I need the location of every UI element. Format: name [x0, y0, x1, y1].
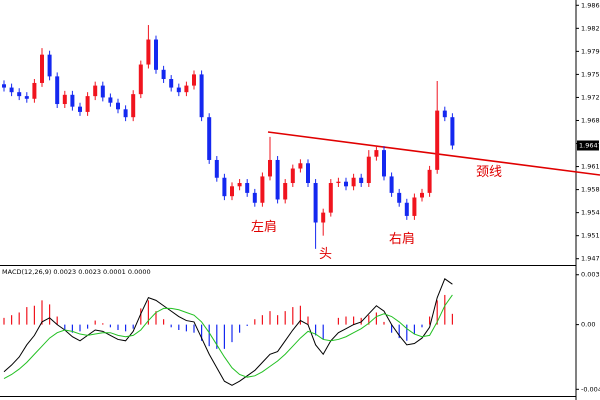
candle-body	[40, 54, 44, 83]
candle-body	[252, 192, 257, 203]
y-tick-label: 1.9685	[581, 116, 600, 124]
candle-body	[404, 202, 409, 216]
candle-body	[93, 85, 98, 97]
y-tick-label: 1.9790	[581, 47, 600, 55]
signal-line	[3, 294, 453, 379]
candle-body	[268, 159, 272, 177]
macd-line	[3, 278, 453, 386]
candle-body	[176, 87, 181, 93]
candle-body	[9, 87, 14, 93]
candle-body	[321, 212, 326, 223]
candle-body	[70, 94, 75, 107]
candle-body	[412, 197, 417, 216]
candle-body	[237, 183, 242, 187]
candle-body	[275, 159, 280, 200]
y-tick-label: 1.9475	[581, 255, 600, 263]
candle-body	[245, 183, 250, 193]
candle-body	[138, 64, 143, 95]
candle-body	[442, 110, 447, 118]
y-tick-label: 0.00	[581, 321, 595, 329]
last-price-box	[577, 140, 599, 151]
candle-body	[184, 85, 189, 93]
candle-body	[131, 94, 136, 118]
candle-body	[161, 69, 166, 80]
candle-body	[397, 192, 402, 203]
candle-body	[78, 106, 82, 112]
neckline	[267, 131, 600, 176]
candle-body	[85, 96, 90, 112]
candle-body	[207, 117, 212, 160]
candle-body	[17, 92, 22, 97]
last-price-label: 1.9647	[579, 141, 600, 149]
y-tick-label: 1.9755	[581, 70, 600, 78]
candle-body	[435, 110, 440, 170]
y-tick-label: 1.9545	[581, 209, 600, 217]
candle-body	[374, 150, 379, 157]
candle-body	[283, 183, 288, 200]
candle-body	[298, 163, 303, 169]
y-tick-label: 1.9720	[581, 93, 600, 101]
candle-body	[192, 74, 196, 86]
candle-body	[123, 109, 128, 118]
candle-body	[199, 74, 204, 118]
y-tick-label: 1.9860	[581, 1, 600, 9]
y-tick-label: 1.9615	[581, 163, 600, 171]
candle-body	[230, 186, 234, 197]
candle-body	[336, 181, 341, 184]
candle-body	[389, 176, 394, 193]
candle-body	[366, 156, 371, 184]
candle-body	[382, 150, 386, 177]
candle-body	[306, 163, 310, 184]
y-tick-label: 1.9510	[581, 232, 600, 240]
macd-title: MACD(12,26,9) 0.0023 0.0023 0.0001 0.000…	[2, 268, 151, 276]
y-tick-label: 1.9825	[581, 24, 600, 32]
candle-body	[344, 181, 348, 187]
candle-body	[420, 192, 424, 198]
candle-body	[100, 85, 105, 98]
candle-body	[32, 82, 37, 99]
candle-body	[313, 183, 318, 223]
candle-body	[55, 76, 60, 105]
annotation: 颈线	[476, 164, 502, 179]
candle-body	[450, 117, 455, 146]
candle-body	[290, 168, 295, 184]
candle-body	[328, 183, 333, 213]
candle-body	[62, 94, 67, 105]
y-tick-label: 0.0037	[581, 271, 600, 279]
candle-body	[2, 84, 6, 88]
annotation: 右肩	[389, 231, 415, 246]
candle-body	[24, 96, 29, 99]
y-tick-label: 1.9580	[581, 186, 600, 194]
candle-body	[169, 79, 174, 88]
candle-body	[214, 159, 219, 178]
candle-body	[427, 169, 432, 193]
candle-body	[154, 39, 158, 70]
candle-body	[359, 177, 364, 184]
candle-body	[222, 177, 227, 197]
annotation: 头	[319, 246, 332, 261]
y-tick-label: -0.0048	[581, 385, 600, 393]
candle-body	[351, 177, 356, 187]
annotation: 左肩	[251, 219, 277, 234]
candle-body	[116, 102, 120, 110]
candle-body	[108, 97, 113, 103]
candle-body	[260, 176, 265, 203]
candle-body	[47, 54, 52, 77]
candle-body	[146, 39, 151, 65]
